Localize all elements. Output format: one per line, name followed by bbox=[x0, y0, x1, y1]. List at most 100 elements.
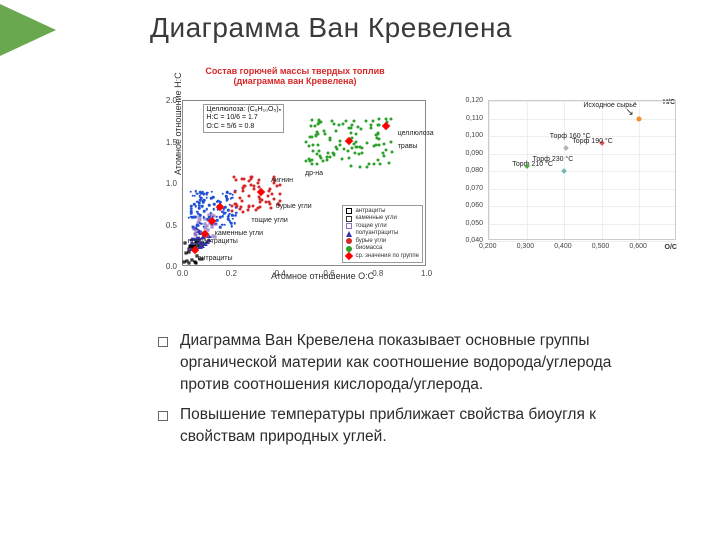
chart-left-point bbox=[389, 117, 392, 120]
chart-left-cellulose-box: Целлюлоза: (C₆H₁₀O₅)ₙH:C = 10/6 = 1.7O:C… bbox=[203, 104, 284, 133]
bullet-item: Диаграмма Ван Кревелена показывает основ… bbox=[158, 330, 662, 396]
chart-left-point bbox=[183, 261, 186, 264]
chart-left-point bbox=[272, 197, 275, 200]
legend-swatch bbox=[346, 231, 352, 237]
chart-right-ytick: 0,050 bbox=[465, 220, 483, 227]
chart-left-point bbox=[227, 209, 230, 212]
chart-left-point bbox=[338, 139, 341, 142]
chart-left-ylabel: Атомное отношение H:C bbox=[173, 72, 183, 175]
chart-left-point bbox=[278, 192, 281, 195]
chart-left-point bbox=[279, 199, 282, 202]
chart-right-ytick: 0,070 bbox=[465, 185, 483, 192]
legend-label: антрациты bbox=[355, 208, 385, 216]
legend-swatch bbox=[345, 252, 353, 260]
chart-left-point bbox=[208, 204, 211, 207]
chart-left-point bbox=[343, 147, 346, 150]
chart-left-point bbox=[344, 120, 347, 123]
chart-left-point bbox=[309, 135, 312, 138]
chart-left-point bbox=[239, 208, 242, 211]
chart-right-ytick: 0,040 bbox=[465, 237, 483, 244]
bullet-list: Диаграмма Ван Кревелена показывает основ… bbox=[158, 330, 662, 456]
legend-item: полуантрациты bbox=[346, 230, 419, 238]
chart-left-point bbox=[351, 146, 354, 149]
chart-left-point bbox=[202, 193, 205, 196]
chart-left-point bbox=[257, 182, 260, 185]
chart-left-point bbox=[229, 192, 232, 195]
chart-left-point bbox=[382, 143, 385, 146]
chart-left-xtick: 1.0 bbox=[421, 269, 432, 278]
chart-left-point bbox=[266, 195, 269, 198]
chart-left-point bbox=[230, 209, 233, 212]
chart-left-point bbox=[376, 132, 379, 135]
chart-left-point bbox=[308, 145, 311, 148]
chart-right-grid-v bbox=[527, 101, 528, 239]
chart-left-point bbox=[341, 122, 344, 125]
chart-right-grid-h bbox=[489, 154, 675, 155]
legend-item: ср. значения по группе bbox=[346, 253, 419, 261]
chart-left-subtitle: (диаграмма ван Кревелена) bbox=[148, 76, 442, 86]
chart-left-point bbox=[350, 127, 353, 130]
chart-right-grid-h bbox=[489, 189, 675, 190]
chart-left-annotation: травы bbox=[398, 143, 418, 150]
chart-left-point bbox=[324, 132, 327, 135]
chart-left-point bbox=[233, 190, 236, 193]
chart-left-point bbox=[350, 131, 353, 134]
chart-left-point bbox=[359, 128, 362, 131]
chart-left-point bbox=[378, 118, 381, 121]
van-krevelen-chart-left: Состав горючей массы твердых топлив (диа… bbox=[148, 66, 442, 298]
accent-triangle bbox=[0, 4, 56, 56]
legend-swatch bbox=[346, 246, 352, 252]
chart-left-point bbox=[339, 144, 342, 147]
legend-swatch bbox=[346, 208, 352, 214]
chart-left-point bbox=[341, 157, 344, 160]
chart-right-xtick: 0,300 bbox=[517, 243, 535, 250]
chart-right-ytick: 0,080 bbox=[465, 167, 483, 174]
chart-left-point bbox=[187, 261, 190, 264]
chart-left-point bbox=[316, 144, 319, 147]
chart-left-xtick: 0.6 bbox=[323, 269, 334, 278]
chart-left-point bbox=[365, 142, 368, 145]
chart-left-point bbox=[241, 189, 244, 192]
chart-left-ytick: 1.5 bbox=[166, 138, 177, 147]
chart-left-point bbox=[189, 216, 192, 219]
chart-right-xtick: 0,200 bbox=[479, 243, 497, 250]
chart-left-point bbox=[348, 156, 351, 159]
chart-left-point bbox=[307, 157, 310, 160]
legend-label: биомасса bbox=[355, 245, 382, 253]
chart-left-point bbox=[230, 222, 233, 225]
chart-left-point bbox=[205, 197, 208, 200]
chart-left-point bbox=[192, 226, 195, 229]
chart-left-point bbox=[199, 191, 202, 194]
chart-left-point bbox=[194, 216, 197, 219]
chart-left-point bbox=[250, 176, 253, 179]
chart-left-point bbox=[219, 216, 222, 219]
chart-left-point bbox=[379, 163, 382, 166]
chart-left-point bbox=[190, 190, 193, 193]
chart-left-point bbox=[275, 184, 278, 187]
chart-left-point bbox=[327, 151, 330, 154]
chart-left-point bbox=[389, 140, 392, 143]
chart-right-ytick: 0,100 bbox=[465, 132, 483, 139]
chart-left-point bbox=[347, 150, 350, 153]
chart-left-legend: антрацитыкаменные углитощие углиполуантр… bbox=[342, 205, 423, 264]
legend-label: полуантрациты bbox=[355, 230, 398, 238]
chart-left-annotation: каменные угли bbox=[215, 230, 263, 237]
chart-left-point bbox=[203, 216, 206, 219]
legend-swatch bbox=[346, 238, 352, 244]
chart-left-point bbox=[228, 212, 231, 215]
chart-left-point bbox=[236, 204, 239, 207]
chart-left-point bbox=[372, 120, 375, 123]
chart-left-xtick: 0.0 bbox=[177, 269, 188, 278]
chart-left-point bbox=[240, 200, 243, 203]
legend-item: тощие угли bbox=[346, 223, 419, 231]
chart-left-point bbox=[267, 200, 270, 203]
chart-left-point bbox=[234, 178, 237, 181]
chart-left-point bbox=[271, 193, 274, 196]
chart-left-point bbox=[315, 134, 318, 137]
chart-right-xtick: 0,400 bbox=[554, 243, 572, 250]
chart-left-point bbox=[367, 163, 370, 166]
chart-right-xtick: 0,500 bbox=[592, 243, 610, 250]
chart-right-ytick: 0,120 bbox=[465, 97, 483, 104]
chart-left-annotation: тощие угли bbox=[251, 217, 287, 224]
chart-left-point bbox=[248, 195, 251, 198]
